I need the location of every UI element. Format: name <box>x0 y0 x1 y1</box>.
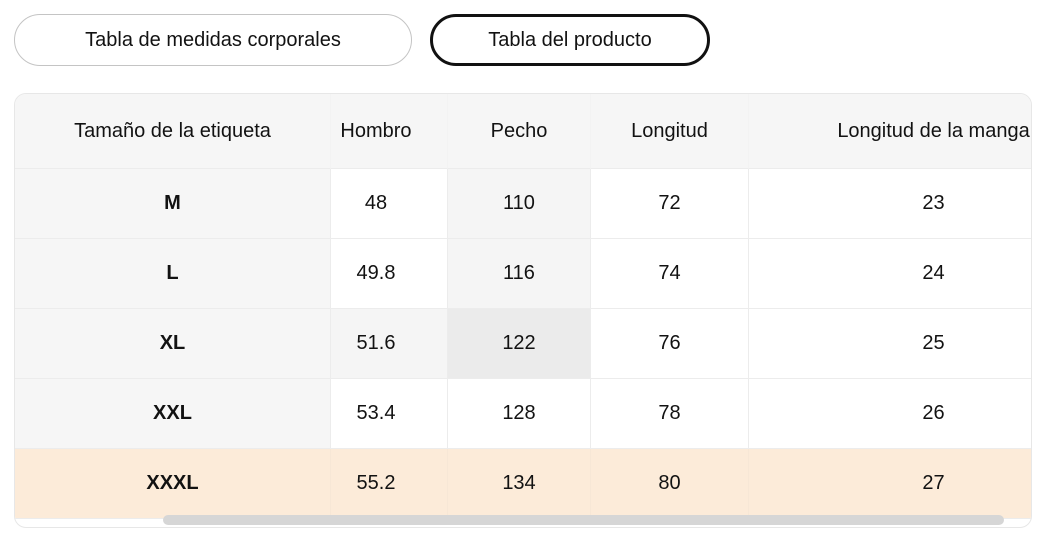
table-header: Tamaño de la etiqueta Hombro Pecho Longitud… <box>15 94 1031 169</box>
table-row-xxl: XXL 53.4 128 78 26 <box>15 379 1031 449</box>
column-header-tama-o-de-la-etiqueta: Tamaño de la etiqueta <box>15 94 331 169</box>
column-header-pecho: Pecho <box>448 94 591 169</box>
table-row-l: L 49.8 116 74 24 <box>15 239 1031 309</box>
table-cell[interactable]: 76 <box>591 309 749 379</box>
table-cell[interactable]: 128 <box>448 379 591 449</box>
table-cell[interactable]: 26 <box>749 379 1031 449</box>
size-table-card: Tamaño de la etiqueta Hombro Pecho Longitud… <box>14 93 1032 528</box>
size-label-cell[interactable]: XL <box>15 309 331 379</box>
size-chart-tabs: Tabla de medidas corporales Tabla del pr… <box>14 14 710 66</box>
horizontal-scrollbar-thumb[interactable] <box>163 515 1004 525</box>
table-cell[interactable]: 23 <box>749 169 1031 239</box>
table-header-row: Tamaño de la etiqueta Hombro Pecho Longitud… <box>15 94 1031 169</box>
size-table: Tamaño de la etiqueta Hombro Pecho Longitud… <box>15 94 1031 519</box>
size-label-cell[interactable]: XXL <box>15 379 331 449</box>
table-body: M 48 110 72 23 L 49.8 116 74 24 XL 51.6 122 76 25 XXL 53… <box>15 169 1031 519</box>
table-row-m: M 48 110 72 23 <box>15 169 1031 239</box>
table-cell[interactable]: 72 <box>591 169 749 239</box>
size-label-cell[interactable]: M <box>15 169 331 239</box>
table-cell[interactable]: 134 <box>448 449 591 519</box>
column-header-longitud-de-la-manga: Longitud de la manga <box>749 94 1031 169</box>
size-label-cell[interactable]: XXXL <box>15 449 331 519</box>
tab-product-table[interactable]: Tabla del producto <box>430 14 710 66</box>
table-cell[interactable]: 27 <box>749 449 1031 519</box>
table-cell[interactable]: 122 <box>448 309 591 379</box>
table-scroll-area[interactable]: Tamaño de la etiqueta Hombro Pecho Longitud… <box>15 94 1031 527</box>
tab-body-measurements[interactable]: Tabla de medidas corporales <box>14 14 412 66</box>
table-cell[interactable]: 116 <box>448 239 591 309</box>
table-cell[interactable]: 25 <box>749 309 1031 379</box>
table-cell[interactable]: 74 <box>591 239 749 309</box>
table-row-xl: XL 51.6 122 76 25 <box>15 309 1031 379</box>
table-cell[interactable]: 80 <box>591 449 749 519</box>
table-cell[interactable]: 110 <box>448 169 591 239</box>
table-cell[interactable]: 24 <box>749 239 1031 309</box>
column-header-longitud: Longitud <box>591 94 749 169</box>
size-label-cell[interactable]: L <box>15 239 331 309</box>
table-cell[interactable]: 78 <box>591 379 749 449</box>
table-row-xxxl: XXXL 55.2 134 80 27 <box>15 449 1031 519</box>
